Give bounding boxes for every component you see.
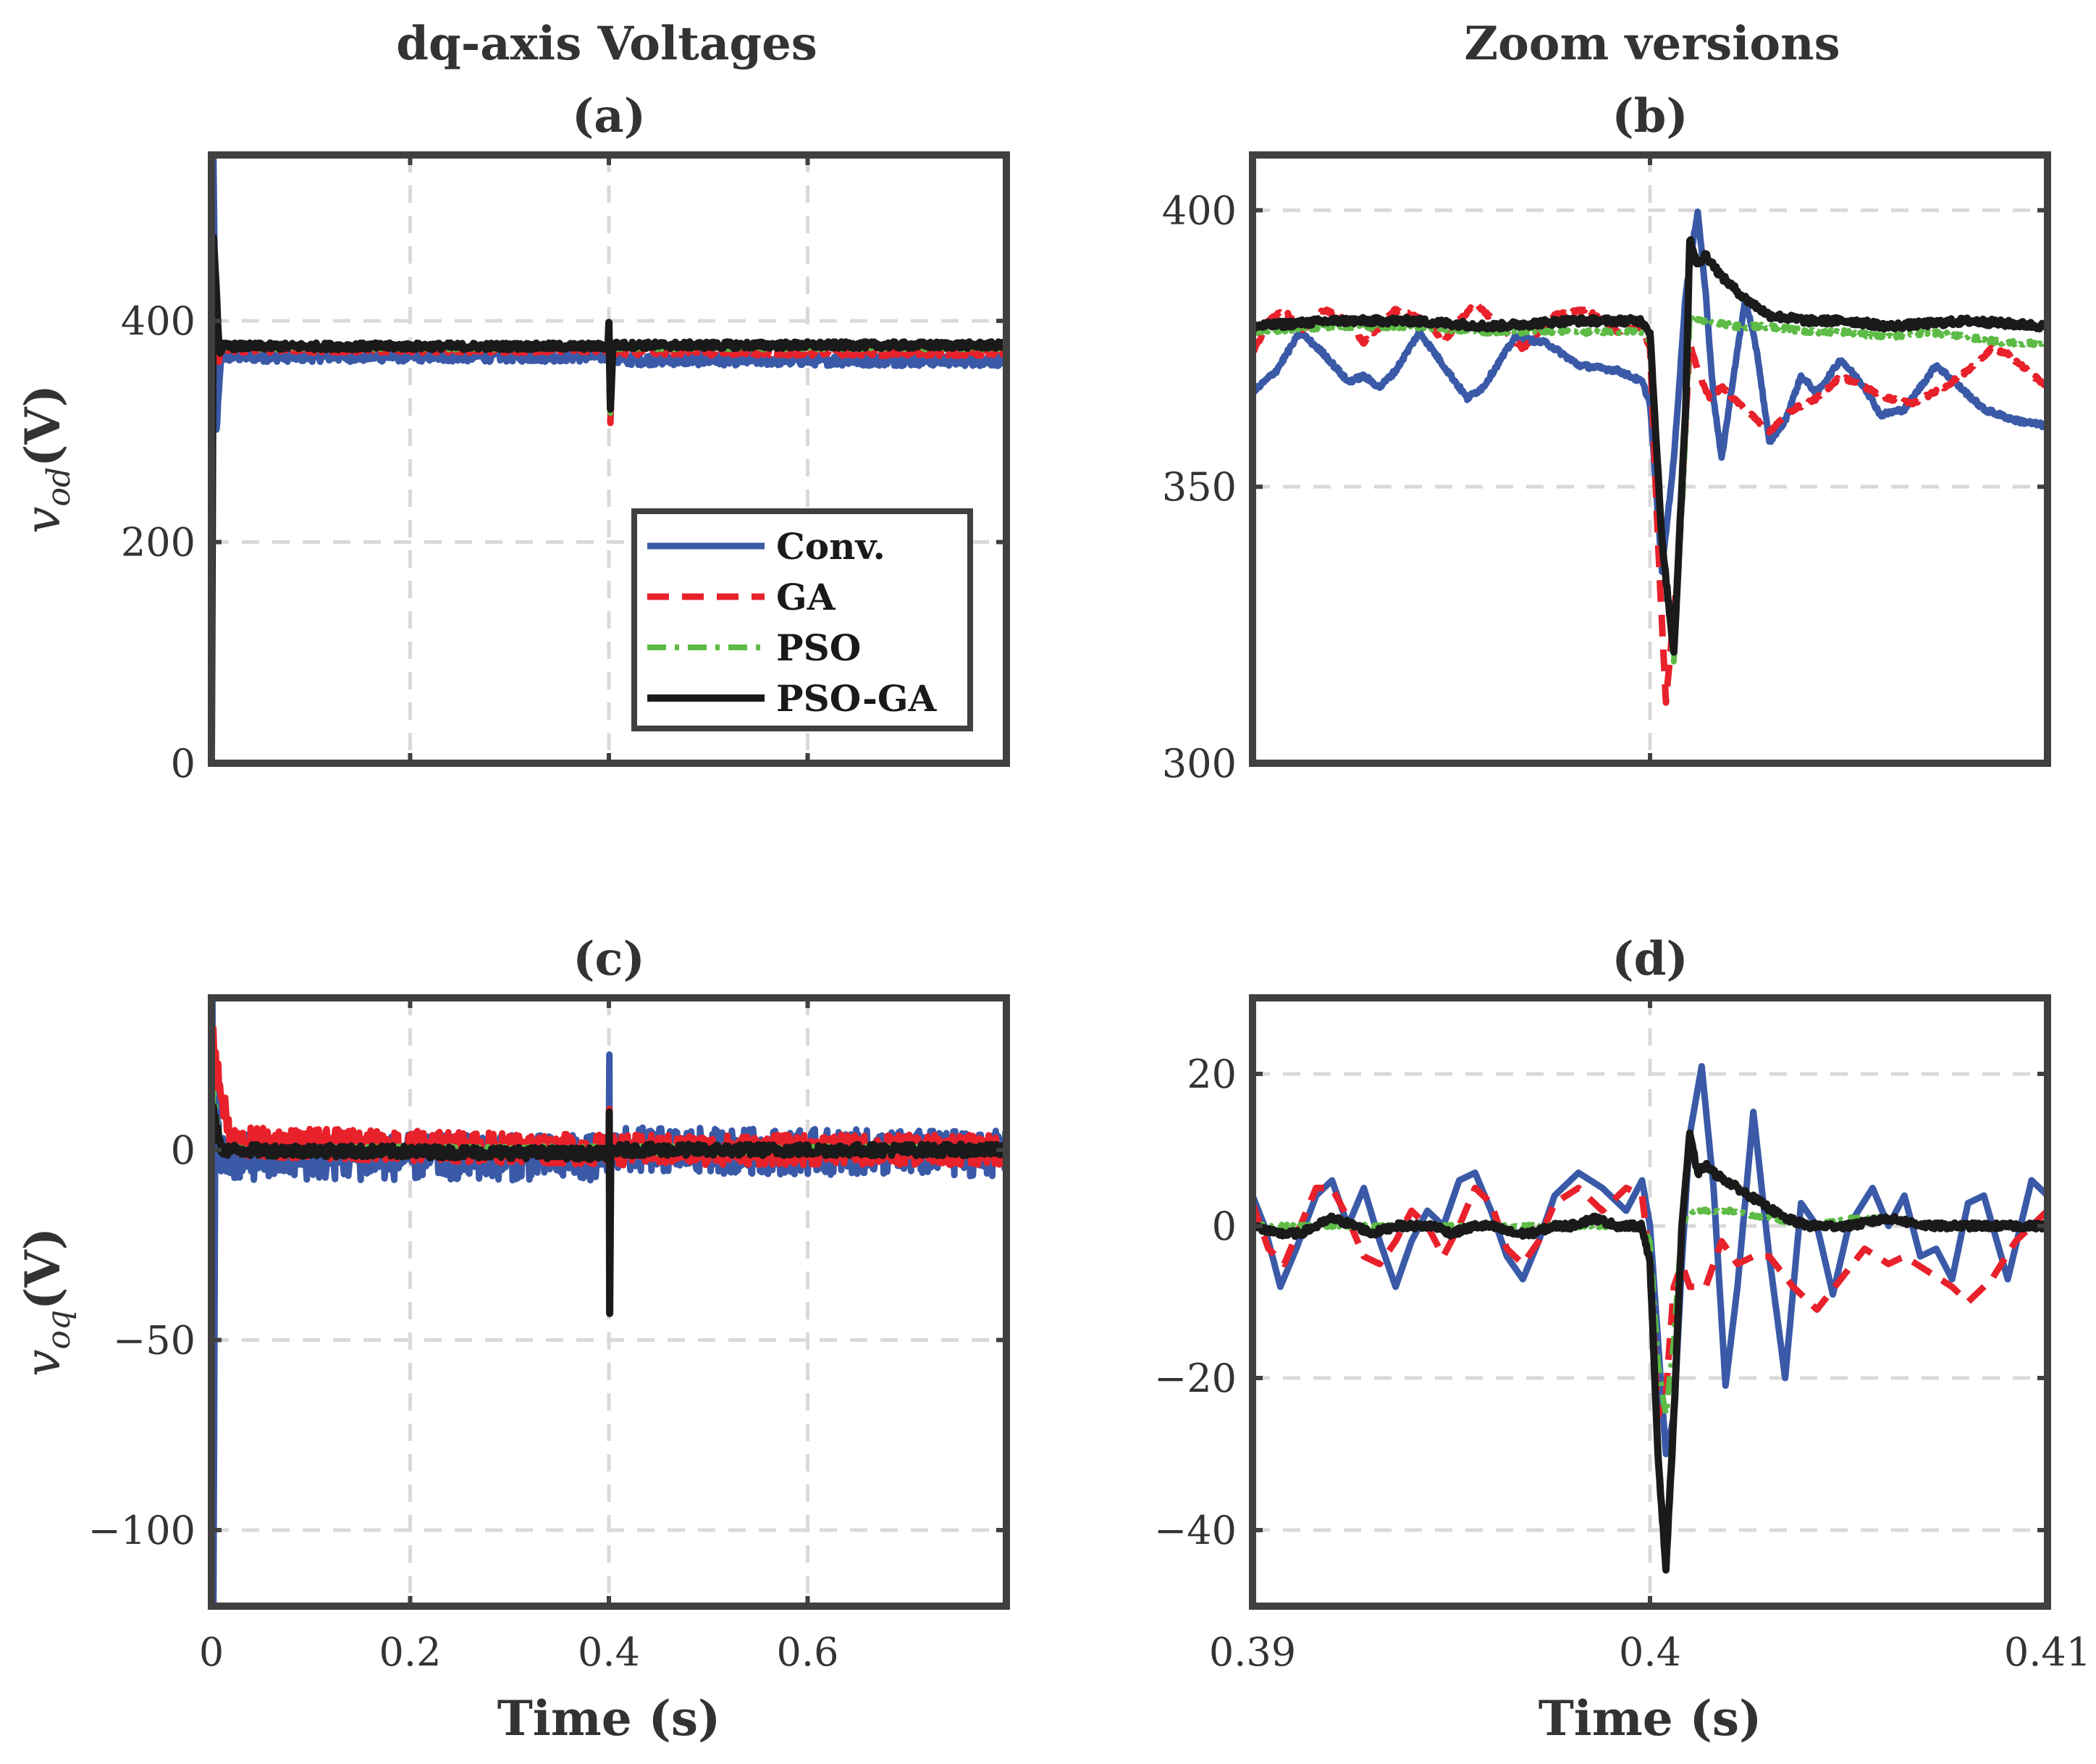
series-group — [1253, 1063, 2047, 1574]
panel-a: 0 200 400 (a) vod(V) — [14, 89, 1010, 786]
y-tick-label: 0 — [171, 1127, 195, 1173]
panel-title: (d) — [1612, 932, 1688, 986]
y-axis-label: voq(V) — [14, 1227, 77, 1377]
series-line-pso-ga — [211, 1103, 1006, 1317]
panel-title: (b) — [1612, 89, 1688, 143]
y-tick-label: −50 — [113, 1318, 195, 1364]
legend-label-ga: GA — [776, 576, 836, 618]
panel-b: 300 350 400 (b) — [1162, 89, 2051, 786]
series-group — [211, 998, 1006, 1606]
x-tick-label: 0.4 — [1619, 1629, 1681, 1675]
panel-c: 0 0.2 0.4 0.6 −100 −50 0 (c) Time (s) voq(V) — [14, 932, 1010, 1747]
x-tick-label: 0.6 — [777, 1629, 839, 1675]
y-tick-label: −100 — [88, 1508, 195, 1553]
y-tick-label: 400 — [121, 298, 195, 344]
legend-label-pso-ga: PSO-GA — [776, 677, 938, 720]
series-group — [211, 155, 1006, 763]
legend-label-conv: Conv. — [776, 525, 885, 568]
x-tick-label: 0 — [199, 1629, 224, 1675]
left-column-title: dq-axis Voltages — [396, 17, 817, 71]
series-line-pso-ga — [1253, 236, 2047, 656]
y-tick-label: 200 — [121, 520, 195, 566]
y-axis-label: vod(V) — [14, 385, 77, 534]
panel-title: (a) — [572, 89, 646, 143]
x-tick-label: 0.41 — [2004, 1629, 2091, 1675]
legend-label-pso: PSO — [776, 626, 861, 669]
y-tick-label: 20 — [1187, 1051, 1237, 1097]
x-tick-label: 0.4 — [578, 1629, 640, 1675]
series-line-pso-ga — [1253, 1129, 2047, 1574]
y-tick-label: 0 — [1212, 1204, 1237, 1249]
series-line-ga — [1253, 1185, 2047, 1419]
legend: Conv. GA PSO PSO-GA — [631, 508, 973, 731]
panel-d: 0.39 0.4 0.41 −40 −20 0 20 (d) Time (s) — [1154, 932, 2091, 1747]
y-tick-label: −40 — [1154, 1508, 1237, 1553]
y-tick-label: 300 — [1162, 741, 1237, 786]
y-tick-label: −20 — [1154, 1356, 1237, 1401]
right-column-title: Zoom versions — [1464, 17, 1840, 71]
series-line-conv — [1253, 1063, 2047, 1458]
panel-title: (c) — [573, 932, 645, 986]
series-line-pso-ga — [211, 233, 1006, 761]
x-axis-label: Time (s) — [1539, 1690, 1762, 1747]
x-tick-label: 0.2 — [379, 1629, 442, 1675]
y-tick-label: 400 — [1162, 188, 1237, 233]
y-tick-label: 0 — [171, 741, 195, 786]
series-line-conv — [211, 998, 1006, 1606]
y-tick-label: 350 — [1162, 464, 1237, 510]
x-tick-label: 0.39 — [1209, 1629, 1296, 1675]
x-axis-label: Time (s) — [497, 1690, 721, 1747]
series-group — [1253, 208, 2047, 706]
legend-box — [631, 508, 973, 731]
